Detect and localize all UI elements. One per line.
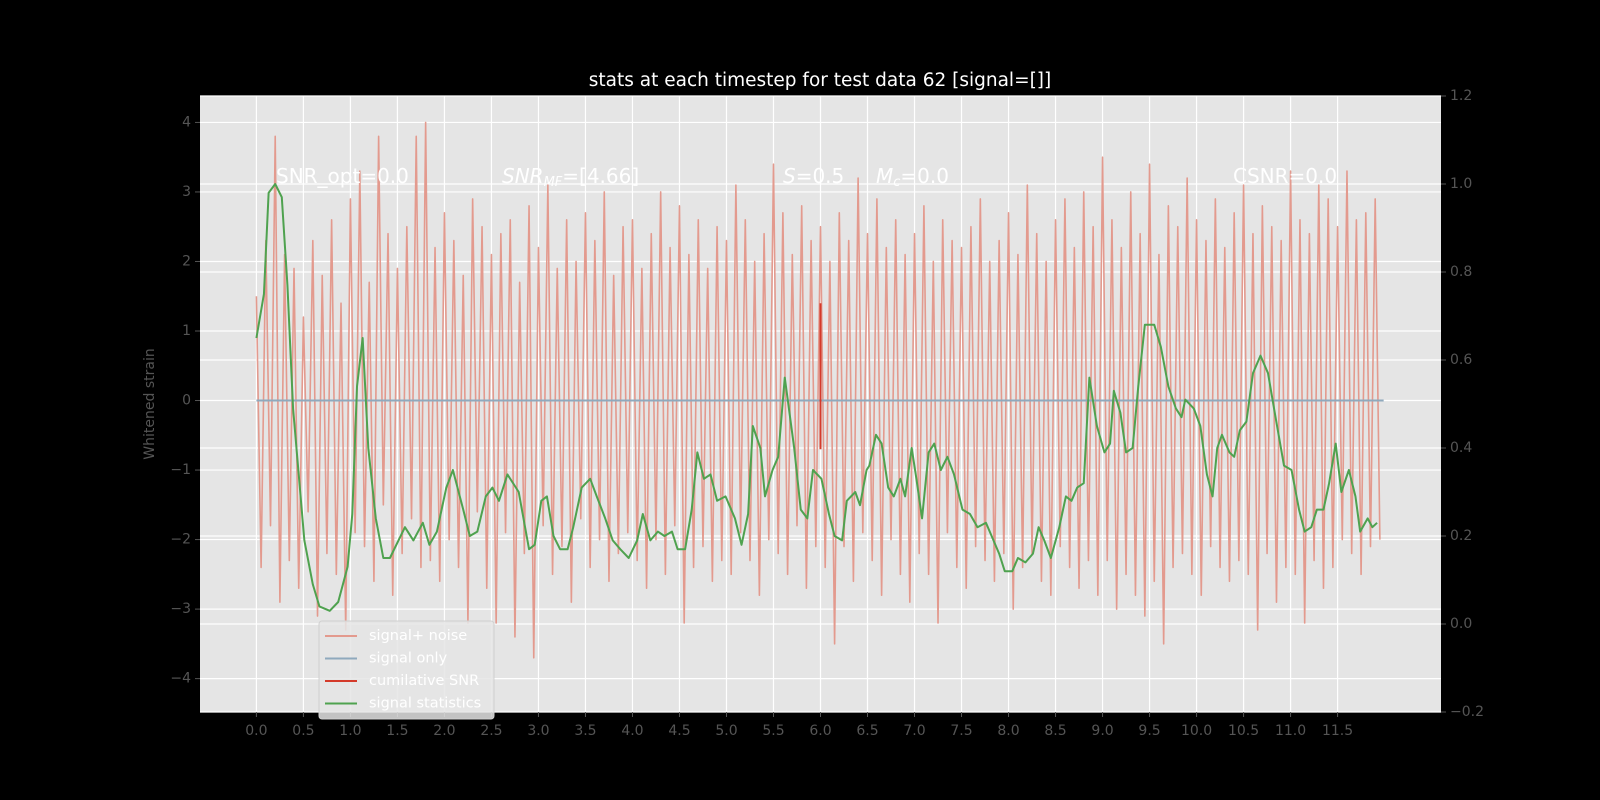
chart-title: stats at each timestep for test data 62 … (589, 70, 1051, 91)
x-tick-label: 8.5 (1044, 723, 1066, 739)
x-tick-label: 0.5 (292, 723, 314, 739)
x-tick-label: 11.0 (1275, 723, 1306, 739)
x-tick-label: 4.5 (668, 723, 690, 739)
x-tick-label: 7.5 (950, 723, 972, 739)
annotation-text: =0.0 (900, 164, 949, 188)
x-tick-label: 3.5 (574, 723, 596, 739)
x-tick-label: 10.5 (1228, 723, 1259, 739)
y-tick-label: 2 (182, 253, 191, 269)
legend-box (318, 620, 495, 720)
y2-tick-label: −0.2 (1450, 704, 1484, 720)
x-tick-label: 9.0 (1091, 723, 1113, 739)
x-tick-label: 7.0 (903, 723, 925, 739)
y2-tick-label: 1.0 (1450, 176, 1472, 192)
y-tick-label: −1 (170, 462, 191, 478)
x-tick-label: 5.0 (715, 723, 737, 739)
y-tick-label: 4 (182, 114, 191, 130)
x-tick-label: 1.0 (339, 723, 361, 739)
y-tick-label: −4 (170, 671, 191, 687)
y-tick-label: 1 (182, 323, 191, 339)
x-tick-label: 2.5 (480, 723, 502, 739)
x-tick-label: 4.0 (621, 723, 643, 739)
annotation: Mc=0.0 (876, 164, 949, 190)
series-line (255, 183, 1378, 612)
x-tick-label: 6.0 (809, 723, 831, 739)
axes: 0.0 0.5 1.0 1.5 2.0 2.5 3.0 3.5 4.0 4.5 5.0 5.5 6.0 6… (170, 88, 1484, 739)
annotation-text: =[4.66] (562, 164, 639, 188)
x-tick-label: 10.0 (1181, 723, 1212, 739)
y-tick-label: −3 (170, 601, 191, 617)
legend: signal+ noise signal only cumilative SNR si… (318, 620, 495, 720)
y-axis-label: Whitened strain (142, 348, 158, 459)
marks (255, 121, 1384, 659)
annotation-text: =0.5 (796, 164, 845, 188)
x-tick-label: 8.0 (997, 723, 1019, 739)
annotation-text: SNR_opt=0.0 (276, 164, 409, 188)
y-tick-label: 3 (182, 184, 191, 200)
x-tick-label: 0.0 (245, 723, 267, 739)
y2-tick-label: 1.2 (1450, 88, 1472, 104)
annotation-text: SNR (502, 164, 544, 188)
annotation-text: M (876, 164, 893, 188)
y2-tick-label: 0.6 (1450, 352, 1472, 368)
annotation: CSNR=0.0 (1233, 164, 1337, 188)
annotation-subscript: MF (544, 175, 563, 190)
x-tick-label: 6.5 (856, 723, 878, 739)
x-tick-label: 11.5 (1322, 723, 1353, 739)
y2-tick-label: 0.0 (1450, 616, 1472, 632)
legend-label: signal only (369, 651, 448, 667)
y2-tick-label: 0.2 (1450, 528, 1472, 544)
legend-label: cumilative SNR (369, 673, 479, 689)
x-tick-label: 1.5 (386, 723, 408, 739)
legend-label: signal statistics (369, 696, 481, 712)
y2-tick-label: 0.4 (1450, 440, 1472, 456)
annotation: S=0.5 (783, 164, 844, 188)
x-tick-label: 2.0 (433, 723, 455, 739)
x-tick-label: 3.0 (527, 723, 549, 739)
annotation: SNR_opt=0.0 (276, 164, 409, 188)
annotation-text: CSNR=0.0 (1233, 164, 1337, 188)
legend-label: signal+ noise (369, 628, 467, 644)
x-tick-label: 5.5 (762, 723, 784, 739)
x-tick-label: 9.5 (1138, 723, 1160, 739)
y-tick-label: −2 (170, 532, 191, 548)
series-line (255, 121, 1381, 659)
y2-tick-label: 0.8 (1450, 264, 1472, 280)
annotation-subscript: c (893, 175, 900, 190)
annotation: SNRMF=[4.66] (502, 164, 639, 190)
annotation-text: S (783, 164, 796, 188)
y-tick-label: 0 (182, 393, 191, 409)
